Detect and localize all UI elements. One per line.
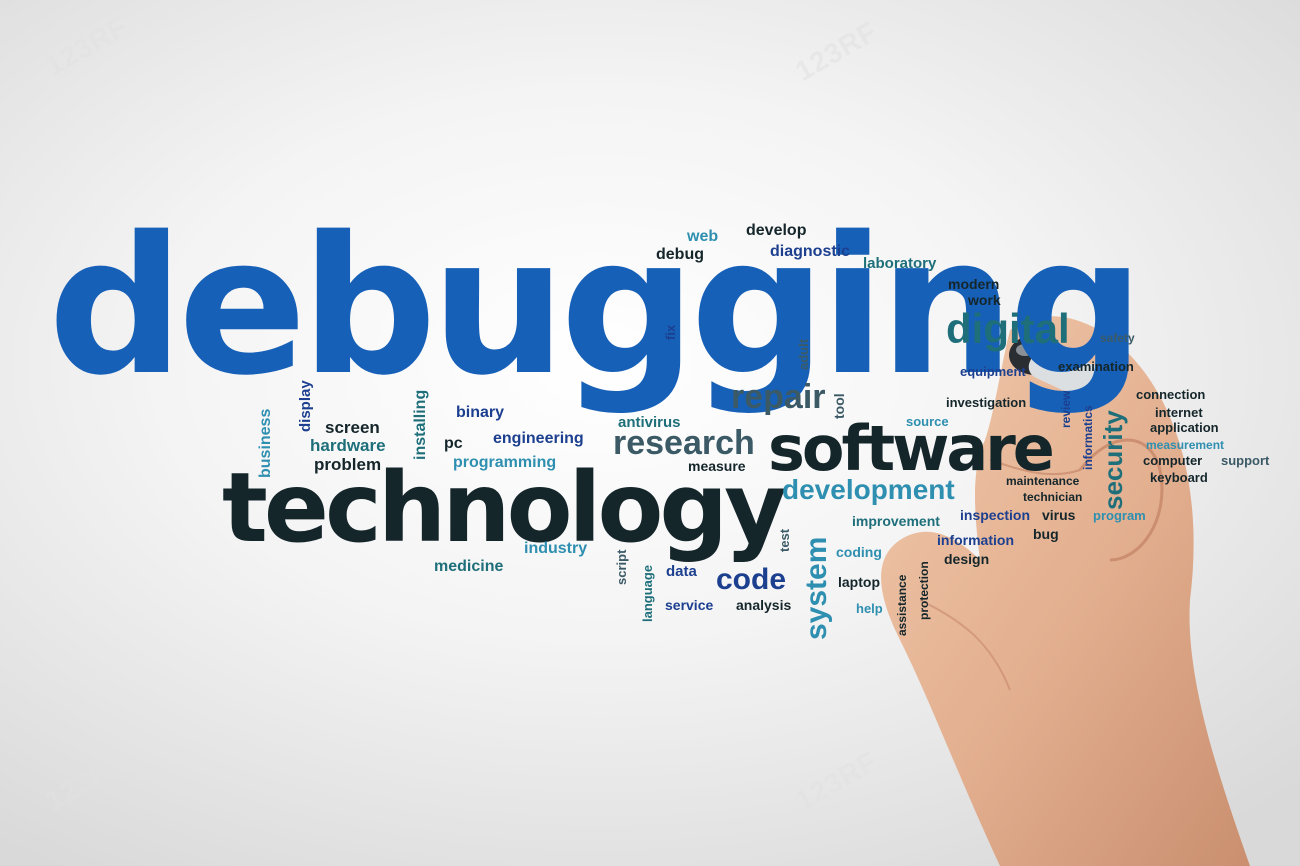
cloud-word: program [1093, 508, 1146, 523]
cloud-word: inspection [960, 507, 1031, 523]
cloud-word: examination [1058, 359, 1134, 374]
cloud-word: coding [836, 544, 882, 560]
cloud-word: fix [663, 324, 678, 340]
cloud-word: language [640, 564, 655, 622]
cloud-word: support [1221, 453, 1270, 468]
cloud-word: review [1059, 390, 1073, 428]
cloud-word: connection [1136, 387, 1206, 402]
cloud-word: service [665, 597, 714, 613]
cloud-word: assistance [895, 574, 909, 636]
cloud-word: business [257, 408, 274, 478]
cloud-word: measure [688, 458, 746, 474]
cloud-word: investigation [946, 395, 1027, 410]
cloud-word: technology [222, 452, 787, 564]
cloud-word: programming [453, 454, 557, 471]
cloud-word: maintenance [1006, 474, 1080, 488]
cloud-word: diagnostic [770, 243, 851, 260]
cloud-word: test [777, 528, 792, 552]
cloud-word: engineering [493, 430, 584, 447]
cloud-word: internet [1155, 405, 1203, 420]
cloud-word: tool [831, 393, 847, 419]
cloud-word: laptop [838, 574, 880, 590]
cloud-word: software [768, 412, 1055, 485]
cloud-word: problem [314, 455, 382, 474]
cloud-word: debugging [48, 196, 1145, 417]
cloud-word: security [1098, 410, 1128, 510]
cloud-word: antivirus [618, 414, 681, 431]
cloud-word: information [937, 532, 1014, 548]
cloud-word: screen [325, 418, 380, 437]
cloud-word: safety [1100, 331, 1135, 345]
cloud-word: application [1150, 420, 1219, 435]
cloud-word: improvement [852, 513, 940, 529]
cloud-word: repair [731, 378, 826, 416]
cloud-word: data [666, 563, 697, 580]
cloud-word: debug [656, 246, 704, 263]
cloud-word: industry [524, 540, 588, 557]
cloud-word: web [687, 228, 719, 245]
cloud-word: source [906, 414, 949, 429]
cloud-word: medicine [434, 558, 504, 575]
cloud-word: keyboard [1150, 470, 1208, 485]
cloud-word: display [297, 380, 314, 432]
cloud-word: work [968, 292, 1001, 308]
cloud-word: technician [1023, 490, 1083, 504]
cloud-word: bug [1033, 526, 1059, 542]
cloud-word: analysis [736, 597, 792, 613]
cloud-word: modern [948, 276, 1000, 292]
cloud-word: installing [412, 389, 429, 460]
cloud-word: hardware [310, 436, 386, 455]
cloud-word: computer [1143, 453, 1203, 468]
cloud-word: measurement [1146, 438, 1225, 452]
cloud-word: protection [917, 561, 931, 620]
cloud-word: research [613, 424, 755, 462]
cloud-word: develop [746, 222, 807, 239]
cloud-word: code [716, 563, 787, 596]
cloud-word: virus [1042, 507, 1076, 523]
cloud-word: laboratory [863, 255, 937, 272]
cloud-word: equipment [960, 364, 1026, 379]
cloud-word: design [944, 551, 990, 567]
cloud-word: development [782, 474, 955, 505]
cloud-word: binary [456, 404, 505, 421]
cloud-word: informatics [1081, 405, 1095, 470]
cloud-word: help [856, 601, 883, 616]
cloud-word: adult [796, 338, 811, 370]
cloud-word: pc [444, 435, 463, 452]
cloud-word: system [800, 536, 833, 640]
cloud-word: digital [946, 305, 1070, 352]
cloud-word: script [614, 549, 629, 585]
